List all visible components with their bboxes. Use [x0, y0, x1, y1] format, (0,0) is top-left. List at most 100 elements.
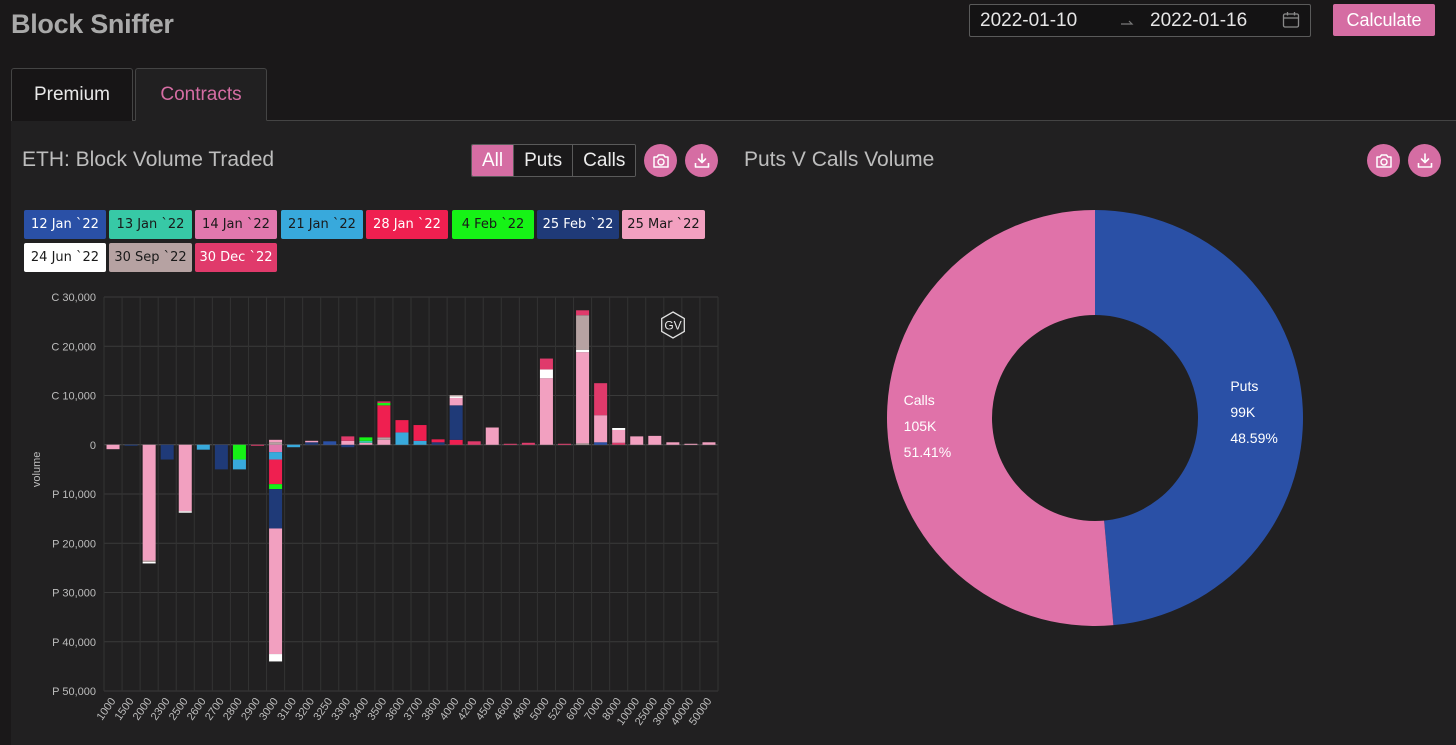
bar-segment[interactable]	[142, 444, 156, 561]
bar-segment[interactable]	[449, 405, 463, 440]
tab-premium[interactable]: Premium	[11, 68, 133, 121]
bar-segment[interactable]	[142, 560, 156, 562]
bar-segment[interactable]	[449, 396, 463, 398]
bar-segment[interactable]	[485, 427, 499, 445]
bar-segment[interactable]	[576, 315, 590, 350]
legend-chip-30-sep[interactable]: 30 Sep `22	[109, 243, 192, 272]
put-call-filter[interactable]: All Puts Calls	[471, 144, 637, 177]
calculate-button[interactable]: Calculate	[1333, 4, 1435, 36]
bar-segment[interactable]	[377, 437, 391, 440]
bar-segment[interactable]	[666, 442, 680, 445]
bar-segment[interactable]	[178, 511, 192, 513]
bar-segment[interactable]	[413, 440, 427, 445]
bar-segment[interactable]	[557, 443, 572, 445]
bar-segment[interactable]	[449, 397, 463, 406]
bar-segment[interactable]	[250, 444, 265, 446]
legend-chip-21-jan[interactable]: 21 Jan `22	[281, 210, 363, 239]
start-date-input[interactable]: 2022-01-10	[980, 10, 1078, 31]
bar-segment[interactable]	[503, 443, 517, 445]
bar-segment[interactable]	[341, 440, 355, 445]
bar-segment[interactable]	[395, 420, 409, 433]
bar-segment[interactable]	[142, 561, 156, 564]
bar-segment[interactable]	[684, 443, 698, 445]
bar-segment[interactable]	[269, 439, 283, 443]
bar-segment[interactable]	[612, 428, 626, 430]
bar-segment[interactable]	[269, 528, 283, 655]
bar-segment[interactable]	[269, 459, 283, 485]
bar-segment[interactable]	[178, 444, 192, 512]
bar-segment[interactable]	[196, 444, 210, 450]
bar-segment[interactable]	[612, 442, 626, 445]
donut-slice-puts[interactable]	[1095, 210, 1304, 626]
legend-chip-25-feb[interactable]: 25 Feb `22	[537, 210, 619, 239]
bar-segment[interactable]	[648, 435, 662, 445]
bar-segment[interactable]	[612, 429, 626, 443]
bar-segment[interactable]	[431, 439, 445, 443]
legend-chip-13-jan[interactable]: 13 Jan `22	[109, 210, 192, 239]
bar-segment[interactable]	[232, 459, 246, 470]
bar-segment[interactable]	[576, 310, 590, 316]
bar-segment[interactable]	[106, 444, 120, 450]
bar-segment[interactable]	[377, 401, 391, 403]
bar-segment[interactable]	[413, 425, 427, 441]
bar-segment[interactable]	[287, 444, 301, 448]
bar-segment[interactable]	[576, 349, 590, 353]
end-date-input[interactable]: 2022-01-16	[1150, 10, 1248, 31]
bar-segment[interactable]	[377, 402, 391, 406]
bar-segment[interactable]	[449, 395, 463, 397]
screenshot-button-left[interactable]	[644, 144, 677, 177]
legend-chip-12-jan[interactable]: 12 Jan `22	[24, 210, 106, 239]
bar-segment[interactable]	[160, 444, 174, 460]
bar-segment[interactable]	[395, 432, 409, 445]
bar-segment[interactable]	[594, 442, 608, 445]
legend-chip-4-feb[interactable]: 4 Feb `22	[452, 210, 534, 239]
bar-segment[interactable]	[323, 441, 337, 445]
legend-chip-30-dec[interactable]: 30 Dec `22	[195, 243, 277, 272]
date-range-picker[interactable]: 2022-01-10 2022-01-16	[969, 4, 1311, 37]
filter-puts-button[interactable]: Puts	[514, 145, 574, 176]
bar-segment[interactable]	[359, 437, 373, 441]
bar-segment[interactable]	[305, 442, 319, 445]
download-button-right[interactable]	[1408, 144, 1441, 177]
bar-segment[interactable]	[594, 383, 608, 416]
bar-segment[interactable]	[269, 452, 283, 460]
bar-segment[interactable]	[539, 378, 553, 445]
bar-segment[interactable]	[341, 436, 355, 441]
bar-segment[interactable]	[269, 442, 283, 445]
bar-segment[interactable]	[214, 444, 228, 470]
download-button-left[interactable]	[685, 144, 718, 177]
bar-segment[interactable]	[377, 405, 391, 438]
bar-segment[interactable]	[269, 484, 283, 490]
filter-all-button[interactable]: All	[472, 145, 515, 176]
bar-segment[interactable]	[594, 415, 608, 443]
bar-segment[interactable]	[341, 444, 355, 448]
bar-segment[interactable]	[521, 442, 535, 445]
bar-segment[interactable]	[269, 489, 283, 529]
calendar-icon[interactable]	[1282, 11, 1300, 29]
bar-segment[interactable]	[431, 442, 445, 445]
bar-segment[interactable]	[539, 358, 553, 370]
bar-segment[interactable]	[269, 654, 283, 662]
bar-segment[interactable]	[377, 439, 391, 445]
legend-chip-14-jan[interactable]: 14 Jan `22	[195, 210, 277, 239]
bar-segment[interactable]	[467, 441, 481, 445]
tab-contracts[interactable]: Contracts	[135, 68, 267, 121]
legend-chip-28-jan[interactable]: 28 Jan `22	[366, 210, 448, 239]
bar-segment[interactable]	[232, 444, 246, 460]
bar-segment[interactable]	[305, 440, 319, 443]
bar-segment[interactable]	[702, 442, 716, 445]
bar-segment[interactable]	[576, 352, 590, 444]
bar-segment[interactable]	[359, 440, 373, 443]
bar-segment[interactable]	[576, 443, 590, 445]
bar-segment[interactable]	[630, 436, 644, 445]
filter-calls-button[interactable]: Calls	[573, 145, 636, 176]
bar-segment[interactable]	[449, 439, 463, 445]
bar-segment[interactable]	[359, 442, 373, 445]
donut-slice-calls[interactable]	[887, 210, 1114, 626]
screenshot-button-right[interactable]	[1367, 144, 1400, 177]
bar-segment[interactable]	[539, 369, 553, 379]
legend-chip-25-mar[interactable]: 25 Mar `22	[622, 210, 705, 239]
bar-segment[interactable]	[124, 444, 138, 446]
bar-segment[interactable]	[269, 444, 283, 453]
legend-chip-24-jun[interactable]: 24 Jun `22	[24, 243, 106, 272]
